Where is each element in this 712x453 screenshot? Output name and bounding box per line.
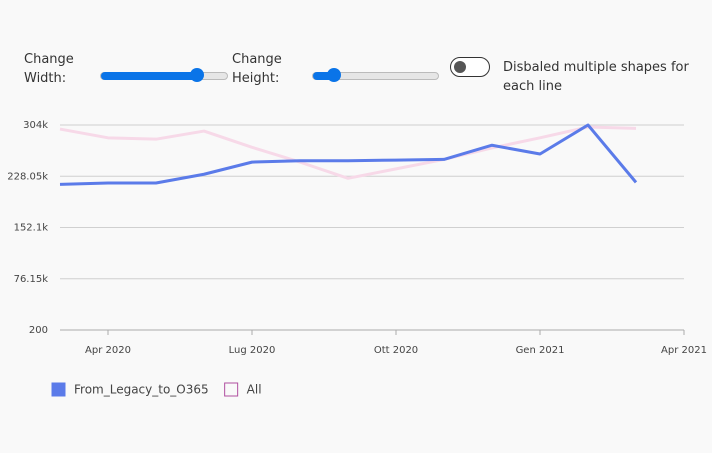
line bbox=[59, 123, 638, 186]
y-tick-label: 76.15k bbox=[14, 274, 49, 285]
line bbox=[59, 125, 637, 180]
x-tick-label: Lug 2020 bbox=[229, 345, 276, 356]
y-tick-label: 228.05k bbox=[7, 171, 48, 182]
legend-label: All bbox=[247, 383, 262, 397]
x-tick-label: Ott 2020 bbox=[374, 345, 418, 356]
y-tick-label: 152.1k bbox=[14, 223, 49, 234]
slider-knob[interactable] bbox=[189, 68, 204, 82]
toggle-label: Disbaled multiple shapes for each line bbox=[503, 60, 689, 94]
width-label: Change Width: bbox=[24, 52, 74, 86]
y-tick-label: 304k bbox=[23, 120, 48, 131]
slider-fill bbox=[101, 72, 197, 80]
toggle[interactable] bbox=[450, 57, 490, 77]
x-tick-label: Apr 2020 bbox=[85, 345, 131, 356]
legend-swatch bbox=[51, 382, 66, 397]
legend-swatch bbox=[224, 382, 239, 397]
toggle-knob bbox=[454, 61, 466, 73]
height-label: Change Height: bbox=[232, 52, 282, 86]
slider-knob[interactable] bbox=[327, 68, 342, 82]
legend-label: From_Legacy_to_O365 bbox=[74, 383, 209, 397]
width-slider[interactable] bbox=[100, 68, 228, 82]
slider-fill bbox=[313, 72, 335, 80]
x-tick-label: Apr 2021 bbox=[661, 345, 707, 356]
height-slider[interactable] bbox=[312, 68, 439, 82]
y-tick-label: 200 bbox=[29, 325, 48, 336]
x-tick-label: Gen 2021 bbox=[516, 345, 565, 356]
